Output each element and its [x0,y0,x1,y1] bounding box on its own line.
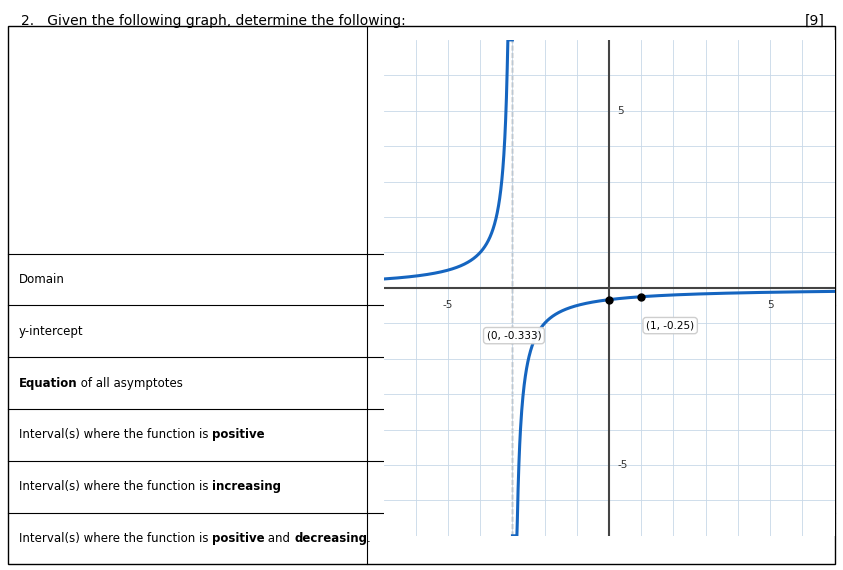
Text: (0, -0.333): (0, -0.333) [486,331,541,341]
Text: of all asymptotes: of all asymptotes [78,377,183,389]
Text: -5: -5 [617,460,627,470]
Text: 5: 5 [617,106,624,116]
Text: decreasing: decreasing [294,532,368,545]
Text: Domain: Domain [19,273,64,286]
Text: (1, -0.25): (1, -0.25) [646,320,695,331]
Text: Interval(s) where the function is: Interval(s) where the function is [19,532,212,545]
Text: 2.   Given the following graph, determine the following:: 2. Given the following graph, determine … [21,14,405,28]
Text: Interval(s) where the function is: Interval(s) where the function is [19,480,212,493]
Text: .: . [368,532,371,545]
Text: -5: -5 [443,300,454,310]
Text: y-intercept: y-intercept [19,325,83,338]
Text: and: and [265,532,294,545]
Text: positive: positive [212,429,265,441]
Text: increasing: increasing [212,480,281,493]
Text: positive: positive [212,532,265,545]
Text: 5: 5 [767,300,774,310]
Text: Equation: Equation [19,377,78,389]
Text: [9]: [9] [804,14,824,28]
Text: Interval(s) where the function is: Interval(s) where the function is [19,429,212,441]
